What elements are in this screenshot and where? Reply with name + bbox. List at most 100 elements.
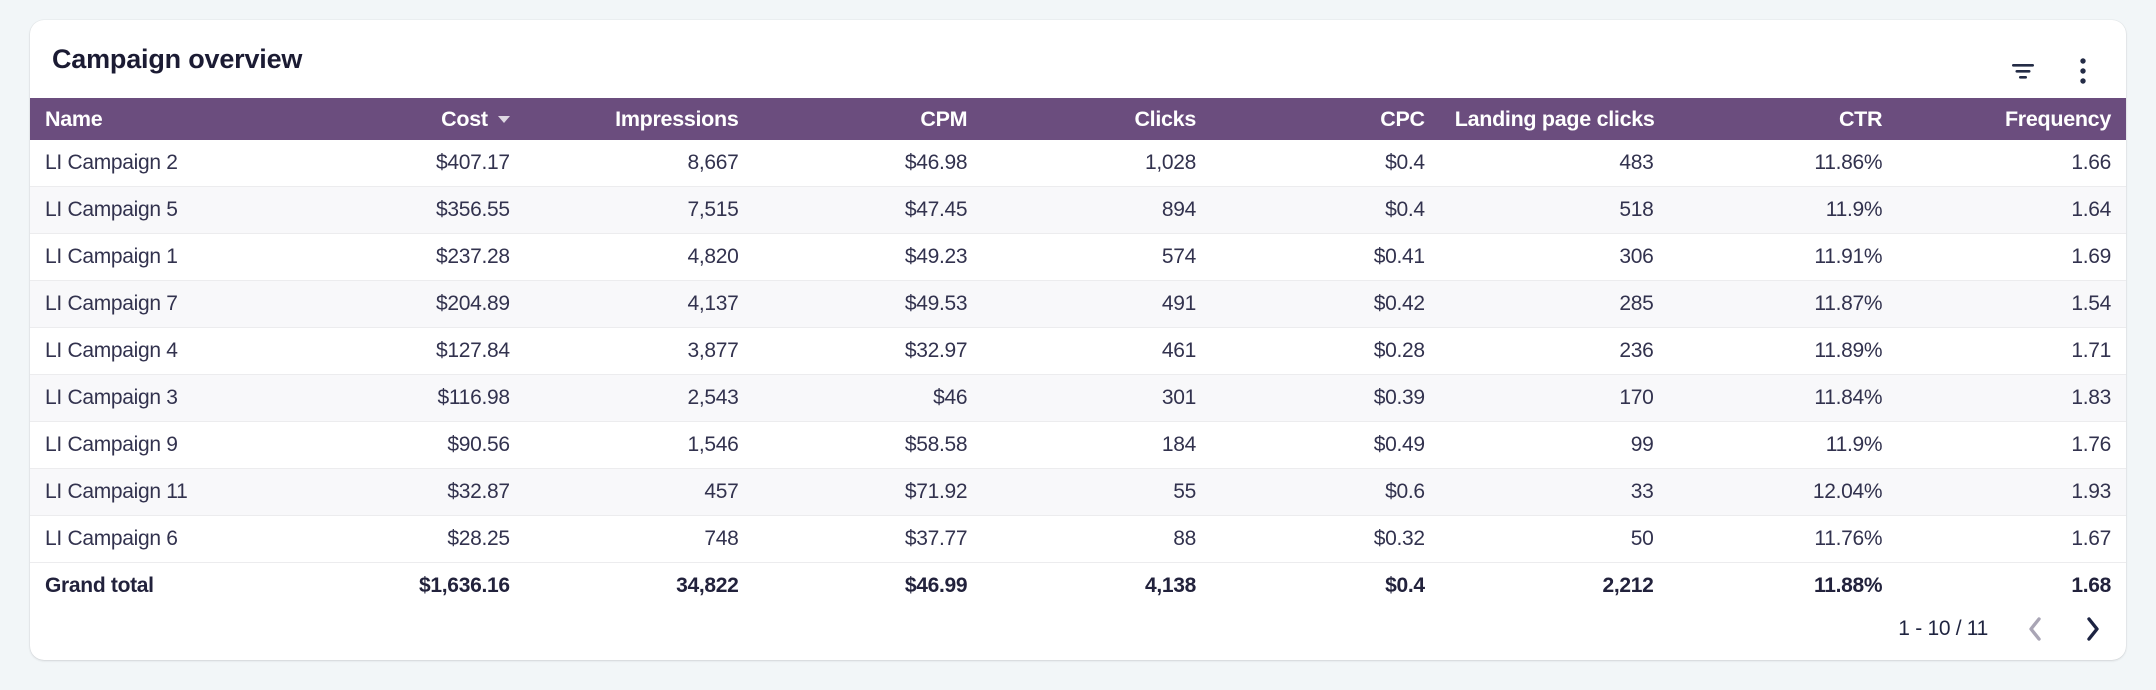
table-cell: 1.83	[1897, 374, 2126, 422]
column-header-cpc[interactable]: CPC	[1211, 98, 1440, 140]
next-page-chevron-icon[interactable]	[2082, 616, 2104, 642]
table-row: LI Campaign 6 $28.25 748 $37.77 88 $0.32 50 11.…	[30, 515, 2126, 563]
table-cell: 1,028	[982, 140, 1211, 187]
table-cell: LI Campaign 9	[30, 421, 296, 469]
column-header-impressions[interactable]: Impressions	[524, 98, 754, 140]
table-cell: 1.76	[1897, 421, 2126, 469]
table-cell: 4,137	[524, 280, 754, 328]
table-cell: 3,877	[524, 327, 754, 375]
table-cell: 285	[1439, 280, 1669, 328]
table-body: LI Campaign 2 $407.17 8,667 $46.98 1,028 $0.4…	[30, 140, 2126, 563]
table-cell: $71.92	[753, 468, 983, 516]
filter-icon[interactable]	[2008, 57, 2038, 85]
table-cell: $0.4	[1385, 574, 1425, 597]
table-cell: $0.41	[1211, 233, 1440, 281]
table-cell: LI Campaign 11	[30, 468, 296, 516]
table-cell: 461	[982, 327, 1211, 375]
table-cell: $0.39	[1211, 374, 1440, 422]
table-cell: LI Campaign 6	[30, 515, 296, 563]
table-cell: LI Campaign 7	[30, 280, 296, 328]
table-row: LI Campaign 3 $116.98 2,543 $46 301 $0.39 170 1…	[30, 374, 2126, 422]
table-cell: $0.28	[1211, 327, 1440, 375]
table-cell: 11.91%	[1668, 233, 1898, 281]
table-cell: 1.67	[1897, 515, 2126, 563]
table-cell: 491	[982, 280, 1211, 328]
table-cell: 4,820	[524, 233, 754, 281]
table-cell: $0.4	[1211, 140, 1440, 187]
table-cell: $204.89	[296, 280, 525, 328]
table-cell: $237.28	[296, 233, 525, 281]
table-row: LI Campaign 11 $32.87 457 $71.92 55 $0.6 33 12.…	[30, 468, 2126, 516]
table-cell: $37.77	[753, 515, 983, 563]
table-cell: $32.97	[753, 327, 983, 375]
table-cell: 457	[524, 468, 754, 516]
column-header-clicks[interactable]: Clicks	[982, 98, 1211, 140]
column-header-cpm[interactable]: CPM	[753, 98, 983, 140]
table-cell: 1.64	[1897, 186, 2126, 234]
table-cell: $0.6	[1211, 468, 1440, 516]
table-cell: 1,546	[524, 421, 754, 469]
table-cell: LI Campaign 5	[30, 186, 296, 234]
table-cell: $1,636.16	[419, 574, 510, 597]
table-cell: $0.4	[1211, 186, 1440, 234]
table-cell: 11.88%	[1813, 574, 1883, 597]
table-cell: 483	[1439, 140, 1669, 187]
table-cell: 11.9%	[1668, 186, 1898, 234]
table-cell: $90.56	[296, 421, 525, 469]
table-row: LI Campaign 2 $407.17 8,667 $46.98 1,028 $0.4…	[30, 140, 2126, 187]
table-cell: $28.25	[296, 515, 525, 563]
table-cell: 11.84%	[1668, 374, 1898, 422]
table-header-row: Name Cost Impressions CPM Clicks CPC Landing p…	[30, 98, 2126, 140]
table-row: LI Campaign 1 $237.28 4,820 $49.23 574 $0.41 3…	[30, 233, 2126, 281]
table-cell: 574	[982, 233, 1211, 281]
pagination-range-label: 1 - 10 / 11	[1898, 617, 1988, 640]
table-cell: $407.17	[296, 140, 525, 187]
table-cell: 11.9%	[1668, 421, 1898, 469]
table-cell: 11.76%	[1668, 515, 1898, 563]
table-cell: $49.23	[753, 233, 983, 281]
column-header-landing-page-clicks[interactable]: Landing page clicks	[1439, 98, 1669, 140]
table-cell: $116.98	[296, 374, 525, 422]
table-cell: 1.69	[1897, 233, 2126, 281]
table-cell: 34,822	[676, 574, 739, 597]
page-title: Campaign overview	[52, 43, 303, 74]
table-cell: LI Campaign 4	[30, 327, 296, 375]
table-cell: $46	[753, 374, 983, 422]
campaign-overview-card: Campaign overview Name Cost Impressions CPM…	[30, 20, 2126, 660]
column-header-frequency[interactable]: Frequency	[1897, 98, 2126, 140]
table-cell: LI Campaign 2	[30, 140, 296, 187]
table-cell: 301	[982, 374, 1211, 422]
table-cell: 33	[1439, 468, 1669, 516]
table-cell: 1.54	[1897, 280, 2126, 328]
table-cell: $0.32	[1211, 515, 1440, 563]
table-cell: $32.87	[296, 468, 525, 516]
table-cell: 4,138	[1144, 574, 1196, 597]
table-cell: LI Campaign 1	[30, 233, 296, 281]
table-cell: 88	[982, 515, 1211, 563]
table-cell: 518	[1439, 186, 1669, 234]
table-cell: 748	[524, 515, 754, 563]
more-options-icon[interactable]	[2068, 57, 2098, 85]
table-cell: $356.55	[296, 186, 525, 234]
table-cell: 1.71	[1897, 327, 2126, 375]
table-cell: 2,543	[524, 374, 754, 422]
table-cell: 236	[1439, 327, 1669, 375]
table-cell: $58.58	[753, 421, 983, 469]
table-cell: $127.84	[296, 327, 525, 375]
table-cell: 7,515	[524, 186, 754, 234]
table-row: LI Campaign 4 $127.84 3,877 $32.97 461 $0.28 2…	[30, 327, 2126, 375]
column-header-ctr[interactable]: CTR	[1668, 98, 1898, 140]
header-actions	[2008, 57, 2098, 85]
table-cell: 1.66	[1897, 140, 2126, 187]
table-cell: 8,667	[524, 140, 754, 187]
table-header: Name Cost Impressions CPM Clicks CPC Landing p…	[30, 98, 2126, 140]
table-cell: 11.87%	[1668, 280, 1898, 328]
table-cell: Grand total	[45, 574, 154, 597]
table-cell: $0.49	[1211, 421, 1440, 469]
table-cell: $49.53	[753, 280, 983, 328]
table-cell: 170	[1439, 374, 1669, 422]
table-cell: 184	[982, 421, 1211, 469]
table-row: LI Campaign 5 $356.55 7,515 $47.45 894 $0.4 51…	[30, 186, 2126, 234]
column-header-name[interactable]: Name	[30, 98, 296, 140]
column-header-cost[interactable]: Cost	[296, 98, 525, 140]
